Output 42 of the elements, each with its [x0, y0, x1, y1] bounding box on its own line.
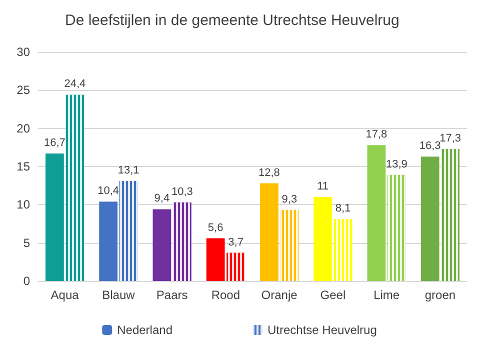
- y-tick-label: 25: [16, 83, 30, 98]
- bar: [420, 156, 440, 281]
- y-tick-label: 0: [23, 274, 30, 288]
- data-label: 16,3: [419, 140, 441, 152]
- data-label: 8,1: [335, 202, 351, 215]
- data-label: 17,8: [366, 128, 388, 141]
- data-label: 9,4: [154, 192, 170, 205]
- bar: [367, 145, 386, 281]
- bar: [206, 238, 225, 281]
- bar: [46, 154, 64, 281]
- x-tick-label: Lime: [374, 288, 400, 302]
- x-tick-label: Rood: [211, 288, 240, 302]
- y-tick-label: 10: [16, 198, 30, 212]
- data-label: 17,3: [440, 132, 462, 144]
- bar: [152, 209, 172, 281]
- data-label: 13,9: [386, 158, 408, 170]
- y-tick-label: 5: [23, 236, 30, 250]
- bar: [99, 202, 118, 281]
- x-tick-label: Geel: [320, 288, 346, 302]
- chart-title: De leefstijlen in de gemeente Utrechtse Heuvelrug: [65, 12, 400, 29]
- legend-label: Utrechtse Heuvelrug: [267, 323, 377, 337]
- data-label: 9,3: [282, 194, 298, 206]
- data-label: 16,7: [44, 137, 66, 150]
- data-label: 24,4: [64, 78, 86, 90]
- x-tick-label: Oranje: [261, 288, 298, 302]
- y-tick-label: 15: [16, 160, 30, 174]
- x-tick-label: Paars: [156, 288, 188, 302]
- x-tick-label: Aqua: [50, 288, 80, 302]
- data-label: 10,4: [98, 185, 120, 198]
- bar: [260, 183, 278, 281]
- x-tick-label: groen: [424, 288, 456, 302]
- x-tick-label: Blauw: [102, 288, 136, 302]
- data-label: 3,7: [228, 236, 244, 248]
- bar: [314, 197, 332, 281]
- data-label: 12,8: [258, 166, 280, 179]
- legend-label: Nederland: [117, 323, 172, 337]
- data-label: 13,1: [118, 164, 140, 177]
- data-label: 11: [317, 180, 329, 193]
- data-label: 5,6: [208, 222, 224, 234]
- y-tick-label: 20: [16, 121, 30, 136]
- y-tick-label: 30: [16, 45, 30, 59]
- data-label: 10,3: [171, 186, 193, 198]
